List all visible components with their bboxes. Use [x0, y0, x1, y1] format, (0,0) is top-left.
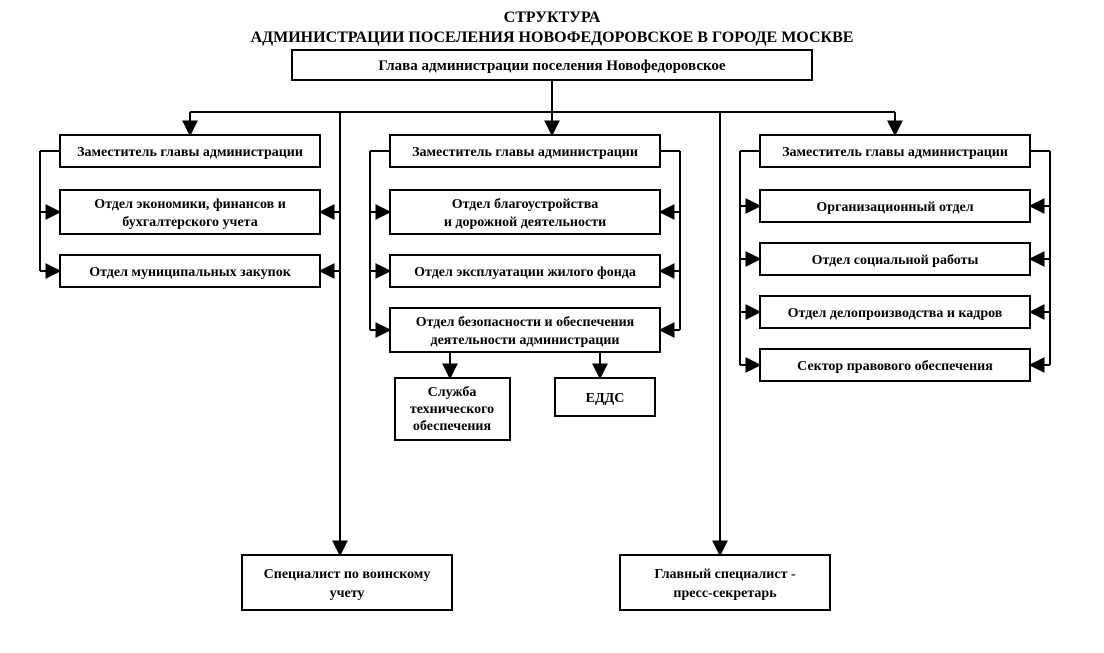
node-c2-s1-l3: обеспечения [413, 419, 492, 434]
node-deputy-1-label: Заместитель главы администрации [77, 145, 303, 160]
node-bottom-2-l2: пресс-секретарь [673, 586, 777, 601]
node-c2-d3-l2: деятельности администрации [430, 333, 619, 348]
node-c3-d4-label: Сектор правового обеспечения [797, 359, 993, 374]
node-head-label: Глава администрации поселения Новофедоро… [378, 58, 726, 74]
node-c2-d1-l1: Отдел благоустройства [452, 197, 599, 212]
node-c2-d1-l2: и дорожной деятельности [444, 215, 606, 230]
node-bottom-1-l2: учету [330, 586, 365, 601]
page-title-2: АДМИНИСТРАЦИИ ПОСЕЛЕНИЯ НОВОФЕДОРОВСКОЕ … [251, 29, 854, 46]
node-c2-d2-label: Отдел эксплуатации жилого фонда [414, 265, 636, 280]
node-c2-s1-l1: Служба [428, 385, 477, 400]
node-c2-s2-label: ЕДДС [586, 391, 625, 406]
node-c1-d2-label: Отдел муниципальных закупок [89, 265, 292, 280]
node-c2-d3-l1: Отдел безопасности и обеспечения [416, 315, 635, 330]
node-c1-d1-l2: бухгалтерского учета [122, 215, 257, 230]
node-c1-d1-l1: Отдел экономики, финансов и [94, 197, 286, 212]
node-bottom-2 [620, 555, 830, 610]
org-chart: СТРУКТУРА АДМИНИСТРАЦИИ ПОСЕЛЕНИЯ НОВОФЕ… [0, 0, 1104, 653]
node-c2-s1-l2: технического [410, 402, 494, 417]
node-bottom-2-l1: Главный специалист - [654, 567, 796, 582]
node-bottom-1-l1: Специалист по воинскому [264, 567, 431, 582]
node-c3-d3-label: Отдел делопроизводства и кадров [788, 306, 1003, 321]
page-title-1: СТРУКТУРА [504, 9, 601, 26]
node-c3-d1-label: Организационный отдел [816, 200, 973, 215]
node-bottom-1 [242, 555, 452, 610]
node-deputy-2-label: Заместитель главы администрации [412, 145, 638, 160]
node-deputy-3-label: Заместитель главы администрации [782, 145, 1008, 160]
node-c3-d2-label: Отдел социальной работы [812, 253, 979, 268]
